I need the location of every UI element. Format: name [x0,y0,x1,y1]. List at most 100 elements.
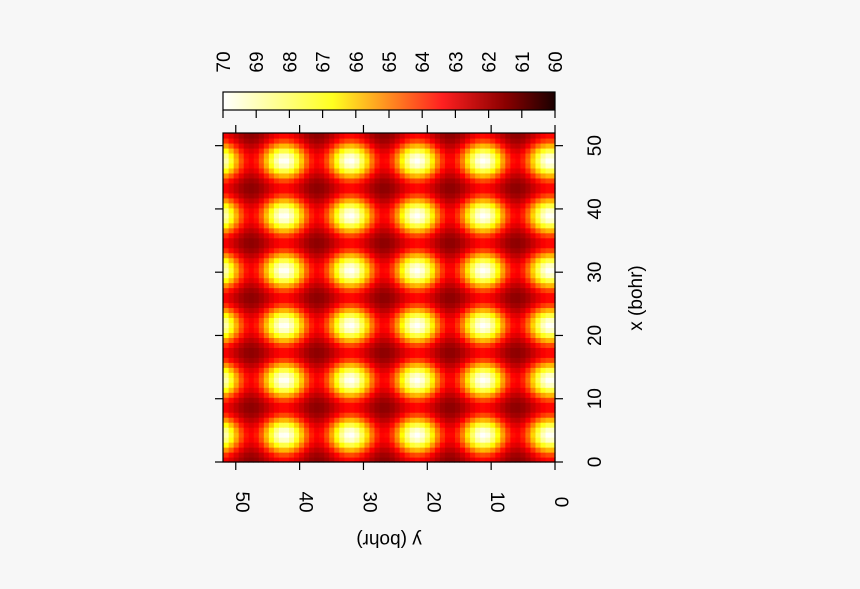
heatmap-cell [509,147,516,154]
heatmap-cell [429,367,435,373]
heatmap-cell [363,412,370,418]
heatmap-cell [414,247,420,254]
heatmap-cell [248,292,254,299]
heatmap-cell [469,212,476,219]
heatmap-cell [308,207,315,214]
heatmap-cell [394,133,400,139]
heatmap-cell [323,172,330,179]
heatmap-cell [429,177,435,184]
heatmap-cell [273,172,279,179]
heatmap-cell [243,137,249,144]
heatmap-cell [494,332,501,338]
heatmap-cell [459,322,466,328]
heatmap-cell [479,202,486,209]
heatmap-cell [389,437,395,443]
heatmap-cell [293,397,300,403]
heatmap-cell [228,447,234,453]
heatmap-cell [303,352,310,358]
heatmap-cell [378,442,385,448]
heatmap-cell [288,372,295,378]
heatmap-cell [228,452,234,458]
heatmap-cell [524,262,531,269]
heatmap-cell [539,357,546,363]
heatmap-cell [253,347,259,353]
heatmap-cell [288,187,295,194]
heatmap-cell [464,272,471,279]
heatmap-cell [333,452,340,458]
heatmap-cell [303,247,310,254]
heatmap-cell [514,292,521,299]
heatmap-cell [223,352,229,358]
heatmap-cell [318,222,325,229]
heatmap-cell [268,432,274,438]
heatmap-cell [278,207,284,214]
heatmap-cell [484,282,491,289]
heatmap-cell [419,432,425,438]
heatmap-cell [434,147,440,154]
heatmap-cell [409,287,415,294]
heatmap-cell [404,377,410,383]
heatmap-cell [449,267,455,274]
heatmap-cell [469,437,476,443]
heatmap-cell [343,277,350,284]
heatmap-cell [454,442,461,448]
heatmap-cell [464,147,471,154]
heatmap-cell [529,292,536,299]
heatmap-cell [303,133,310,139]
heatmap-cell [444,357,450,363]
heatmap-cell [343,407,350,413]
heatmap-cell [404,242,410,249]
heatmap-cell [228,212,234,219]
heatmap-cell [454,212,461,219]
heatmap-cell [469,282,476,289]
heatmap-cell [419,417,425,423]
heatmap-cell [539,317,546,324]
heatmap-cell [444,227,450,234]
heatmap-cell [263,167,269,174]
heatmap-cell [439,257,445,264]
heatmap-cell [454,297,461,304]
heatmap-cell [549,447,556,453]
heatmap-cell [544,177,551,184]
heatmap-cell [348,133,355,139]
heatmap-cell [363,367,370,373]
heatmap-cell [368,427,375,433]
heatmap-cell [509,247,516,254]
heatmap-cell [459,157,466,164]
heatmap-cell [529,407,536,413]
heatmap-cell [454,292,461,299]
heatmap-cell [243,142,249,149]
heatmap-cell [519,437,526,443]
heatmap-cell [504,402,511,408]
heatmap-cell [343,202,350,209]
heatmap-cell [529,167,536,174]
heatmap-cell [439,452,445,458]
heatmap-cell [268,222,274,229]
heatmap-cell [368,212,375,219]
heatmap-cell [243,152,249,159]
heatmap-cell [484,157,491,164]
heatmap-cell [223,327,229,333]
heatmap-cell [529,232,536,239]
heatmap-cell [499,307,506,314]
heatmap-cell [223,422,229,428]
heatmap-cell [409,412,415,418]
heatmap-cell [368,457,375,463]
heatmap-cell [459,282,466,289]
heatmap-cell [404,277,410,284]
heatmap-cell [544,162,551,169]
heatmap-cell [303,157,310,164]
heatmap-cell [549,192,556,199]
heatmap-cell [243,177,249,184]
heatmap-cell [308,217,315,224]
heatmap-cell [434,372,440,378]
heatmap-cell [228,297,234,304]
heatmap-cell [368,377,375,383]
heatmap-cell [273,452,279,458]
heatmap-cell [378,322,385,328]
heatmap-cell [293,412,300,418]
heatmap-cell [298,437,305,443]
heatmap-cell [519,217,526,224]
heatmap-cell [238,327,244,333]
heatmap-cell [338,387,345,393]
